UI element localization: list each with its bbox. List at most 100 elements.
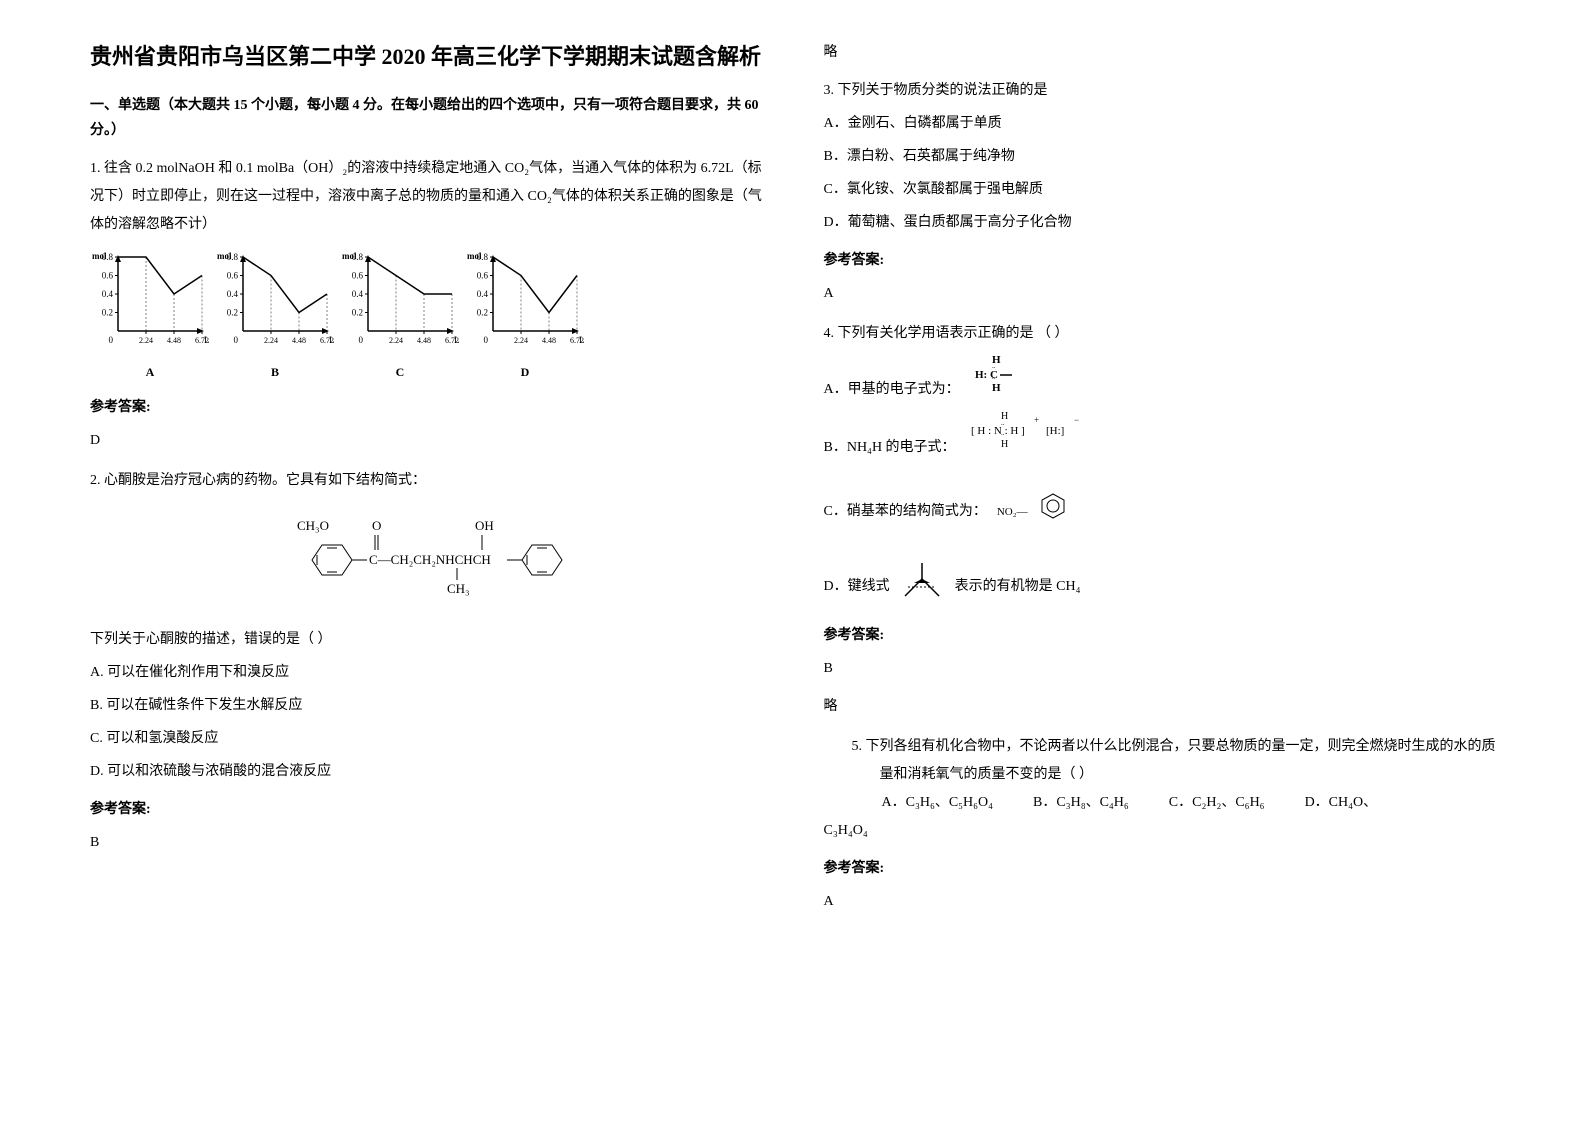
q4a-text: A．甲基的电子式为： [824, 376, 960, 404]
svg-text:0.4: 0.4 [102, 289, 114, 299]
q5-options-row: A．C₃H₆、C₅H₆O₄ B．C₃H₈、C₄H₆ C．C₂H₂、C₆H₆ D．… [882, 789, 1498, 817]
svg-text:0.2: 0.2 [477, 308, 488, 318]
svg-text:2.24: 2.24 [139, 336, 153, 345]
answer-label: 参考答案: [90, 796, 764, 824]
svg-text:4.48: 4.48 [167, 336, 181, 345]
right-column: 略 3. 下列关于物质分类的说法正确的是 A．金刚石、白磷都属于单质 B．漂白粉… [794, 40, 1528, 1082]
q2-answer: B [90, 829, 764, 857]
svg-text:0.6: 0.6 [102, 271, 114, 281]
q4c-no2: NO₂— [997, 501, 1028, 523]
svg-text:mol: mol [342, 251, 357, 261]
svg-text:2.24: 2.24 [514, 336, 528, 345]
q2-intro: 2. 心酮胺是治疗冠心病的药物。它具有如下结构简式： [90, 467, 764, 495]
q3-answer: A [824, 280, 1498, 308]
svg-text:+: + [1034, 415, 1039, 425]
q4d-prefix: D．键线式 [824, 573, 890, 601]
svg-text:0: 0 [109, 335, 114, 345]
svg-text:L: L [579, 335, 585, 345]
nh4h-electron-formula: H [ H : N : H ] + H .. .. [H:] − [966, 409, 1096, 462]
svg-text:0: 0 [234, 335, 239, 345]
svg-text:0.2: 0.2 [102, 308, 113, 318]
svg-text:mol: mol [217, 251, 232, 261]
svg-text:0.6: 0.6 [227, 271, 239, 281]
document-title: 贵州省贵阳市乌当区第二中学 2020 年高三化学下学期期末试题含解析 [90, 40, 764, 73]
q5-stem: 5. 下列各组有机化合物中，不论两者以什么比例混合，只要总物质的量一定，则完全燃… [852, 733, 1498, 789]
q4-answer: B [824, 655, 1498, 683]
svg-text:0.2: 0.2 [227, 308, 238, 318]
svg-text:L: L [204, 335, 210, 345]
q2-stem: 下列关于心酮胺的描述，错误的是（ ） [90, 626, 764, 654]
question-5: 5. 下列各组有机化合物中，不论两者以什么比例混合，只要总物质的量一定，则完全燃… [824, 733, 1498, 916]
q4-option-a: A．甲基的电子式为： H H: C .. .. H [824, 353, 1498, 404]
svg-text:..: .. [1001, 419, 1005, 427]
svg-text:C—CH₂CH₂NHCHCH: C—CH₂CH₂NHCHCH [369, 552, 491, 567]
graph-a: 0.20.40.60.82.244.486.72Lmol0A [90, 249, 210, 384]
svg-text:mol: mol [92, 251, 107, 261]
svg-text:O: O [372, 518, 381, 533]
q2-option-c: C. 可以和氢溴酸反应 [90, 725, 764, 753]
q5-option-d-prefix: D．CH₄O、 [1305, 789, 1378, 817]
svg-text:0.4: 0.4 [227, 289, 239, 299]
q5-option-b: B．C₃H₈、C₄H₆ [1033, 789, 1129, 817]
svg-text:0.2: 0.2 [352, 308, 363, 318]
q4-stem: 4. 下列有关化学用语表示正确的是 （ ） [824, 320, 1498, 348]
q3-option-b: B．漂白粉、石英都属于纯净物 [824, 143, 1498, 171]
left-column: 贵州省贵阳市乌当区第二中学 2020 年高三化学下学期期末试题含解析 一、单选题… [60, 40, 794, 1082]
q5-option-a: A．C₃H₆、C₅H₆O₄ [882, 789, 994, 817]
question-3: 3. 下列关于物质分类的说法正确的是 A．金刚石、白磷都属于单质 B．漂白粉、石… [824, 77, 1498, 308]
q2-option-b: B. 可以在碱性条件下发生水解反应 [90, 692, 764, 720]
graph-c: 0.20.40.60.82.244.486.72Lmol0C [340, 249, 460, 384]
q3-option-c: C．氯化铵、次氯酸都属于强电解质 [824, 176, 1498, 204]
q5-answer: A [824, 888, 1498, 916]
q4-option-b: B．NH₄H 的电子式： H [ H : N : H ] + H .. .. [… [824, 409, 1498, 462]
svg-text:CH₃: CH₃ [447, 581, 470, 596]
svg-text:L: L [329, 335, 335, 345]
q1-text: 1. 往含 0.2 molNaOH 和 0.1 molBa（OH）₂的溶液中持续… [90, 155, 764, 239]
svg-text:4.48: 4.48 [417, 336, 431, 345]
svg-text:0.4: 0.4 [352, 289, 364, 299]
svg-text:4.48: 4.48 [542, 336, 556, 345]
q5-option-c: C．C₂H₂、C₆H₆ [1169, 789, 1265, 817]
svg-text:..: .. [992, 362, 996, 370]
graph-b: 0.20.40.60.82.244.486.72Lmol0B [215, 249, 335, 384]
benzene-ring-icon [1038, 492, 1068, 531]
question-2: 2. 心酮胺是治疗冠心病的药物。它具有如下结构简式： CH₃O O OH C—C… [90, 467, 764, 857]
q1-answer: D [90, 427, 764, 455]
svg-text:[ H : N : H ]: [ H : N : H ] [971, 425, 1025, 437]
answer-label: 参考答案: [824, 855, 1498, 883]
svg-text:..: .. [1001, 429, 1005, 437]
svg-text:H: H [992, 382, 1001, 393]
svg-text:mol: mol [467, 251, 482, 261]
svg-text:L: L [454, 335, 460, 345]
q3-option-d: D．葡萄糖、蛋白质都属于高分子化合物 [824, 209, 1498, 237]
section-header: 一、单选题（本大题共 15 个小题，每小题 4 分。在每小题给出的四个选项中，只… [90, 93, 764, 143]
svg-text:[H:]: [H:] [1046, 425, 1064, 437]
methyl-electron-formula: H H: C .. .. H [970, 353, 1020, 404]
col2-top-text: 略 [824, 40, 1498, 65]
svg-text:CH₃O: CH₃O [297, 518, 329, 533]
svg-text:H: H [1001, 439, 1008, 450]
q5-option-d-cont: C₃H₄O₄ [824, 817, 1498, 845]
q3-option-a: A．金刚石、白磷都属于单质 [824, 110, 1498, 138]
q4-option-c: C．硝基苯的结构简式为： NO₂— [824, 492, 1498, 531]
svg-text:4.48: 4.48 [292, 336, 306, 345]
q1-graphs: 0.20.40.60.82.244.486.72Lmol0A0.20.40.60… [90, 249, 764, 384]
svg-text:H:: H: [975, 369, 987, 381]
answer-label: 参考答案: [824, 247, 1498, 275]
svg-text:0: 0 [359, 335, 364, 345]
graph-d: 0.20.40.60.82.244.486.72Lmol0D [465, 249, 585, 384]
q4d-suffix: 表示的有机物是 CH₄ [955, 573, 1081, 601]
svg-text:2.24: 2.24 [389, 336, 403, 345]
svg-text:2.24: 2.24 [264, 336, 278, 345]
svg-text:0.6: 0.6 [352, 271, 364, 281]
svg-text:−: − [1074, 415, 1079, 425]
q4-extra: 略 [824, 693, 1498, 721]
q4-option-d: D．键线式 表示的有机物是 CH₄ [824, 561, 1498, 612]
answer-label: 参考答案: [90, 394, 764, 422]
q2-option-d: D. 可以和浓硫酸与浓硝酸的混合液反应 [90, 758, 764, 786]
q3-stem: 3. 下列关于物质分类的说法正确的是 [824, 77, 1498, 105]
q4b-text: B．NH₄H 的电子式： [824, 434, 956, 462]
bond-line-icon [900, 561, 945, 612]
svg-text:0.4: 0.4 [477, 289, 489, 299]
svg-text:0: 0 [484, 335, 489, 345]
